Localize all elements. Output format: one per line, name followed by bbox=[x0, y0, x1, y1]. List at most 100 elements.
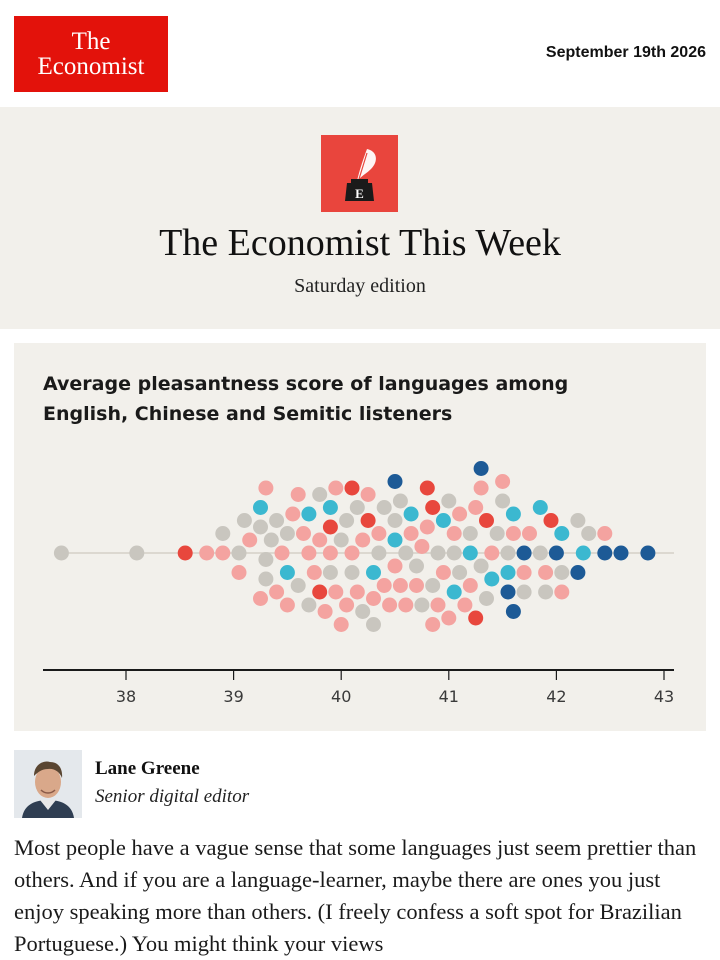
language-dot bbox=[349, 584, 365, 600]
language-dot bbox=[269, 584, 285, 600]
newsletter-header: The Economist September 19th 2026 bbox=[0, 0, 720, 107]
language-dot bbox=[538, 584, 554, 600]
language-dot bbox=[344, 565, 360, 580]
language-dot bbox=[366, 565, 381, 580]
x-tick-label: 42 bbox=[546, 687, 566, 706]
language-dot bbox=[279, 565, 295, 580]
language-dot bbox=[538, 565, 554, 580]
language-dot bbox=[554, 565, 570, 580]
language-dot bbox=[398, 597, 414, 613]
language-dot bbox=[435, 565, 451, 580]
author-byline: Lane Greene Senior digital editor bbox=[14, 750, 706, 820]
language-dot bbox=[392, 578, 408, 593]
language-dot bbox=[253, 519, 268, 535]
language-dot bbox=[387, 513, 403, 528]
language-dot bbox=[371, 545, 387, 561]
dot-layer bbox=[53, 461, 656, 632]
language-dot bbox=[516, 565, 532, 580]
language-dot bbox=[296, 526, 311, 541]
logo-line-1: The bbox=[71, 28, 111, 55]
language-dot bbox=[301, 506, 317, 522]
language-dot bbox=[479, 591, 494, 606]
x-axis-ticks: 38 39 40 41 42 43 bbox=[116, 670, 674, 706]
language-dot bbox=[290, 578, 306, 593]
language-dot bbox=[505, 506, 521, 522]
svg-text:E: E bbox=[355, 186, 364, 201]
language-dot bbox=[462, 545, 478, 561]
masthead: E The Economist This Week Saturday editi… bbox=[0, 107, 720, 329]
language-dot bbox=[301, 597, 317, 613]
language-dot bbox=[53, 545, 69, 561]
language-dot bbox=[489, 526, 505, 541]
language-dot bbox=[253, 500, 268, 515]
language-dot bbox=[317, 604, 333, 619]
language-dot bbox=[505, 526, 521, 541]
language-dot bbox=[409, 558, 424, 574]
language-dot bbox=[597, 526, 613, 541]
edition-label: Saturday edition bbox=[294, 275, 426, 297]
language-dot bbox=[543, 513, 559, 528]
language-dot bbox=[554, 526, 570, 541]
x-tick-label: 38 bbox=[116, 687, 136, 706]
article-lead-paragraph: Most people have a vague sense that some… bbox=[14, 835, 697, 956]
language-dot bbox=[322, 500, 338, 515]
language-dot bbox=[409, 578, 424, 593]
language-dot bbox=[279, 597, 295, 613]
language-dot bbox=[495, 493, 511, 509]
language-dot bbox=[199, 545, 215, 561]
language-dot bbox=[242, 532, 258, 548]
language-dot bbox=[446, 526, 462, 541]
x-tick-label: 43 bbox=[654, 687, 674, 706]
language-dot bbox=[306, 565, 322, 580]
language-dot bbox=[430, 545, 446, 561]
language-dot bbox=[419, 519, 435, 535]
language-dot bbox=[258, 571, 274, 587]
author-name[interactable]: Lane Greene bbox=[95, 758, 200, 779]
newsletter-title: The Economist This Week bbox=[159, 222, 561, 264]
language-dot bbox=[581, 526, 597, 541]
language-dot bbox=[446, 545, 462, 561]
language-dot bbox=[387, 532, 403, 548]
language-dot bbox=[597, 545, 613, 561]
language-dot bbox=[279, 526, 295, 541]
language-dot bbox=[473, 461, 489, 476]
language-dot bbox=[333, 532, 349, 548]
language-dot bbox=[479, 513, 494, 528]
language-dot bbox=[500, 545, 516, 561]
language-dot bbox=[382, 597, 398, 613]
language-dot bbox=[613, 545, 629, 561]
language-dot bbox=[532, 500, 548, 515]
language-dot bbox=[452, 506, 468, 522]
beeswarm-chart: 38 39 40 41 42 43 bbox=[43, 461, 674, 706]
language-dot bbox=[366, 591, 381, 606]
language-dot bbox=[301, 545, 317, 561]
language-dot bbox=[435, 513, 451, 528]
x-tick-label: 39 bbox=[223, 687, 243, 706]
language-dot bbox=[425, 500, 441, 515]
economist-logo[interactable]: The Economist bbox=[14, 16, 168, 92]
language-dot bbox=[177, 545, 193, 561]
language-dot bbox=[468, 610, 484, 626]
issue-date: September 19th 2026 bbox=[545, 44, 706, 61]
language-dot bbox=[522, 526, 537, 541]
author-avatar bbox=[14, 750, 82, 818]
language-dot bbox=[446, 584, 462, 600]
language-dot bbox=[403, 526, 419, 541]
language-dot bbox=[236, 513, 252, 528]
language-dot bbox=[322, 545, 338, 561]
language-dot bbox=[328, 584, 344, 600]
language-dot bbox=[570, 513, 586, 528]
language-dot bbox=[355, 532, 371, 548]
language-dot bbox=[532, 545, 548, 561]
language-dot bbox=[462, 526, 478, 541]
language-dot bbox=[312, 584, 328, 600]
logo-line-2: Economist bbox=[37, 53, 145, 80]
language-dot bbox=[441, 493, 457, 509]
language-dot bbox=[387, 558, 403, 574]
language-dot bbox=[258, 552, 274, 567]
language-dot bbox=[462, 578, 478, 593]
language-dot bbox=[468, 500, 484, 515]
language-dot bbox=[425, 617, 441, 632]
language-dot bbox=[366, 617, 381, 632]
language-dot bbox=[398, 545, 414, 561]
